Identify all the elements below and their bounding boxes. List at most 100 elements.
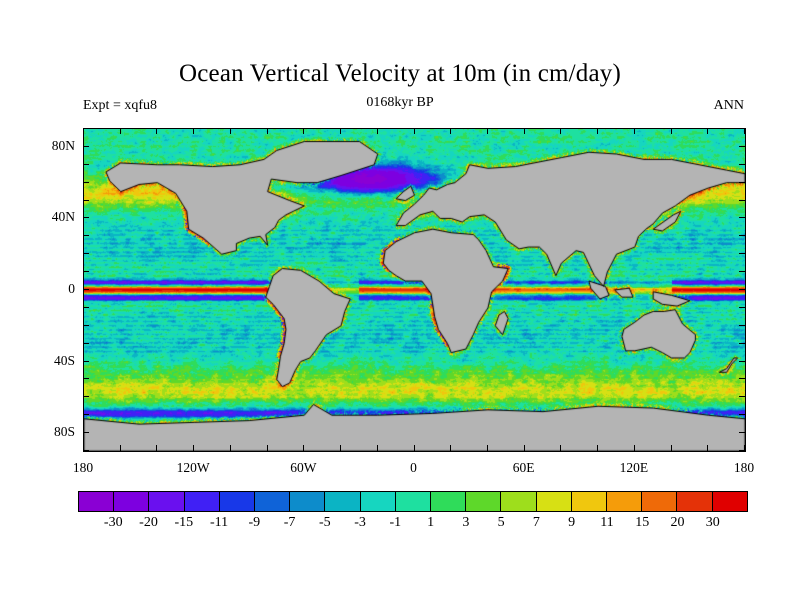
colorbar-tick-label: 5 [497,515,505,530]
colorbar-band [360,492,396,511]
colorbar-band [184,492,220,511]
tick-mark [560,128,561,134]
colorbar-tick-label: 9 [568,515,576,530]
tick-mark [671,128,672,134]
tick-mark [739,343,745,344]
tick-mark [739,182,745,183]
tick-mark [524,445,525,451]
colorbar-band [149,492,185,511]
tick-mark [83,271,89,272]
tick-mark [83,146,89,147]
tick-mark [524,128,525,134]
tick-mark [739,450,745,451]
colorbar-band [79,492,115,511]
colorbar-tick-label: -30 [103,515,123,530]
colorbar-tick-label: 1 [427,515,435,530]
colorbar-band [677,492,713,511]
tick-mark [739,307,745,308]
y-axis-tick-label: 40N [51,209,75,225]
tick-mark [83,361,89,362]
tick-mark [377,445,378,451]
tick-mark [83,445,84,451]
tick-mark [739,289,745,290]
colorbar-tick-label: -1 [389,515,402,530]
tick-mark [340,128,341,134]
tick-mark [414,128,415,134]
tick-mark [83,182,89,183]
tick-mark [83,307,89,308]
colorbar-band [395,492,432,511]
tick-mark [83,325,89,326]
colorbar-tick-label: -11 [209,515,229,530]
colorbar-band [607,492,643,511]
colorbar-band [712,492,747,511]
colorbar-tick-labels: -30 -20 -15 -11 -9 -7 -5 -3 -1 1 3 5 7 9 11 15 20 30 [0,515,800,539]
tick-mark [739,217,745,218]
colorbar-tick-label: -7 [283,515,296,530]
tick-mark [739,146,745,147]
tick-mark [83,217,89,218]
y-axis-tick-label: 0 [68,281,75,296]
colorbar-band [290,492,326,511]
colorbar-band [466,492,502,511]
tick-mark [634,445,635,451]
colorbar [78,491,748,512]
tick-mark [739,396,745,397]
colorbar-tick-label: -20 [139,515,158,530]
tick-mark [83,128,89,129]
tick-mark [83,396,89,397]
tick-mark [267,128,268,134]
tick-mark [744,128,745,134]
colorbar-tick-label: 15 [635,515,650,530]
tick-mark [414,445,415,451]
colorbar-tick-label: 20 [670,515,685,530]
tick-mark [739,414,745,415]
tick-mark [707,445,708,451]
tick-mark [597,128,598,134]
x-axis-tick-label: 120W [176,460,210,475]
x-axis-tick-label: 180 [72,460,94,475]
colorbar-band [325,492,361,511]
tick-mark [739,200,745,201]
colorbar-tick-label: 11 [600,515,614,530]
y-axis-tick-label: 80S [53,424,75,440]
tick-mark [156,445,157,451]
tick-mark [487,445,488,451]
tick-mark [83,200,89,201]
tick-mark [193,445,194,451]
tick-mark [303,445,304,451]
x-axis-tick-label: 120E [619,460,649,475]
tick-mark [230,445,231,451]
tick-mark [83,253,89,254]
tick-mark [83,343,89,344]
tick-mark [377,128,378,134]
tick-mark [83,432,89,433]
tick-mark [83,128,84,134]
colorbar-band [536,492,572,511]
colorbar-tick-label: -15 [174,515,194,530]
colorbar-tick-label: -3 [354,515,366,530]
x-axis-tick-label: 0 [410,460,417,475]
tick-mark [487,128,488,134]
colorbar-tick-label: 3 [462,515,470,530]
tick-mark [739,235,745,236]
colorbar-band [571,492,608,511]
colorbar-band [431,492,467,511]
tick-mark [83,450,89,451]
page-title: Ocean Vertical Velocity at 10m (in cm/da… [178,60,622,87]
tick-mark [120,445,121,451]
tick-mark [671,445,672,451]
tick-mark [560,445,561,451]
colorbar-tick-label: -9 [248,515,261,530]
tick-mark [739,164,745,165]
period-label: 0168kyr BP [366,95,434,110]
colorbar-band [501,492,537,511]
tick-mark [450,128,451,134]
colorbar-band [255,492,291,511]
tick-mark [303,128,304,134]
tick-mark [707,128,708,134]
tick-mark [267,445,268,451]
tick-mark [739,361,745,362]
tick-mark [83,414,89,415]
